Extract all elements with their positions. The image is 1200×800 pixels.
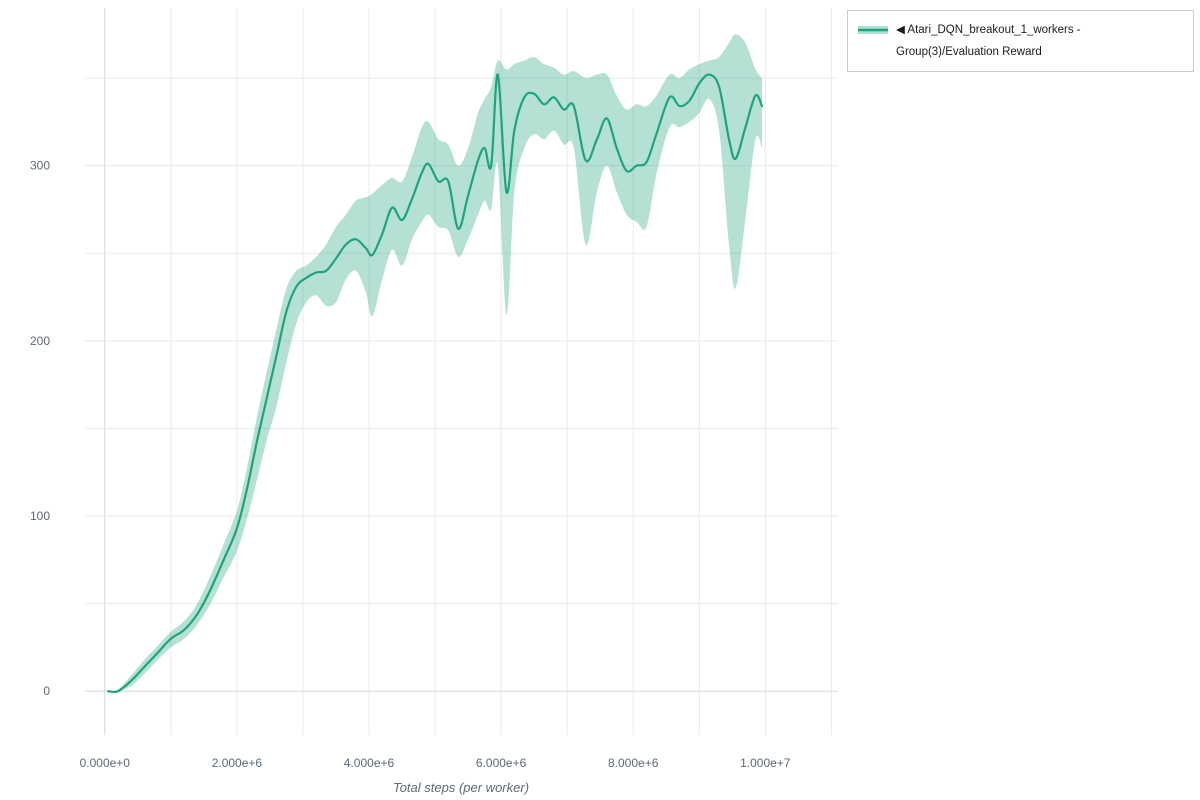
x-tick-label: 1.000e+7 — [740, 756, 791, 770]
legend-collapse-icon[interactable]: ◀ — [896, 24, 905, 36]
legend-entry[interactable]: ◀ Atari_DQN_breakout_1_workers - Group(3… — [896, 19, 1183, 63]
x-tick-label: 2.000e+6 — [212, 756, 263, 770]
y-tick-label: 300 — [30, 159, 50, 173]
y-tick-label: 0 — [43, 684, 50, 698]
legend[interactable]: ◀ Atari_DQN_breakout_1_workers - Group(3… — [847, 10, 1194, 72]
confidence-band — [108, 34, 763, 692]
plot-area[interactable]: 0.000e+0 2.000e+6 4.000e+6 6.000e+6 8.000e+6… — [30, 8, 838, 770]
x-tick-label: 0.000e+0 — [80, 756, 131, 770]
y-tick-label: 200 — [30, 334, 50, 348]
x-axis-title: Total steps (per worker) — [393, 780, 529, 795]
legend-swatch[interactable] — [858, 22, 888, 43]
legend-series-label[interactable]: Atari_DQN_breakout_1_workers - Group(3)/… — [896, 24, 1081, 58]
x-tick-label: 8.000e+6 — [608, 756, 659, 770]
mean-line — [107, 73, 764, 694]
x-tick-label: 4.000e+6 — [344, 756, 395, 770]
x-tick-label: 6.000e+6 — [476, 756, 527, 770]
y-tick-label: 100 — [30, 509, 50, 523]
